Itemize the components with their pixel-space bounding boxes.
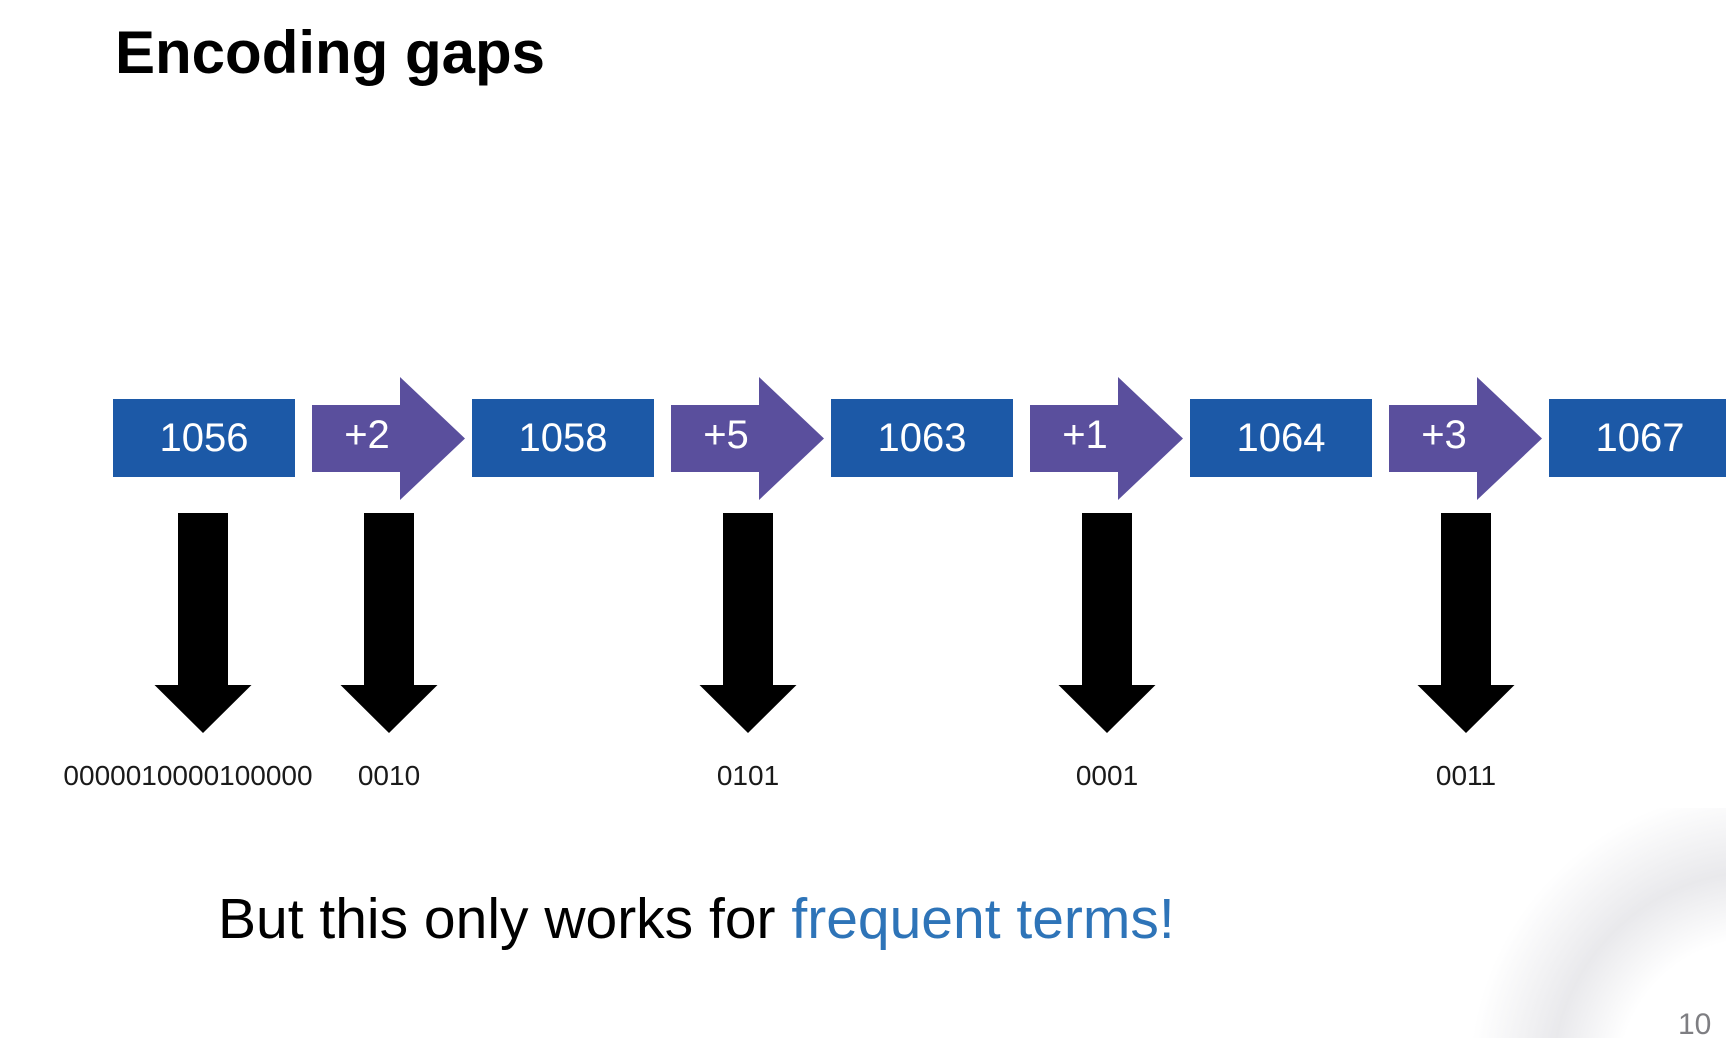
gap-arrow: +3 [1389,377,1542,500]
gap-value: +3 [1421,413,1467,457]
footer-text: But this only works for [218,887,792,951]
docid-value: 1058 [518,415,608,460]
binary-code: 0001 [1075,760,1139,791]
gap-value: +2 [344,413,390,457]
right-arrow-icon [312,377,465,500]
binary-code: 0011 [1435,760,1497,791]
gap-arrow: +2 [312,377,465,500]
docid-box: 1067 [1549,399,1726,477]
footer-statement: But this only works for frequent terms! [218,886,1175,952]
docid-value: 1064 [1236,415,1326,460]
right-arrow-icon [671,377,824,500]
docid-box: 1064 [1190,399,1372,477]
docid-box: 1058 [472,399,654,477]
docid-box: 1056 [113,399,295,477]
docid-value: 1063 [877,415,967,460]
binary-code: 0000010000100000 [63,760,313,791]
down-arrow-icon [340,513,438,733]
page-curl [1446,808,1726,1038]
gap-arrow: +5 [671,377,824,500]
right-arrow-icon [1030,377,1183,500]
footer-highlight: frequent terms! [791,887,1175,951]
down-arrow-icon [1417,513,1515,733]
page-number: 10 [1678,1008,1712,1038]
gap-value: +1 [1062,413,1108,457]
down-arrow-icon [1058,513,1156,733]
down-arrow-icon [699,513,797,733]
docid-value: 1056 [159,415,249,460]
down-arrow-icon [154,513,252,733]
docid-value: 1067 [1595,415,1685,460]
binary-code: 0010 [357,760,421,791]
slide-title: Encoding gaps [115,19,546,86]
binary-code: 0101 [716,760,780,791]
docid-box: 1063 [831,399,1013,477]
gap-value: +5 [703,413,749,457]
gap-arrow: +1 [1030,377,1183,500]
right-arrow-icon [1389,377,1542,500]
